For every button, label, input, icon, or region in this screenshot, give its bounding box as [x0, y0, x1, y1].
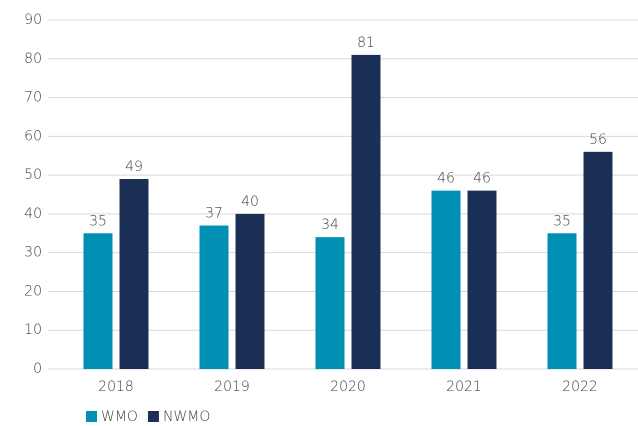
data-label: 34: [321, 217, 339, 233]
y-tick-label: 70: [24, 90, 42, 106]
data-label: 37: [205, 206, 223, 222]
y-tick-label: 20: [24, 283, 42, 299]
y-tick-label: 80: [24, 51, 42, 67]
bar: [199, 225, 229, 369]
data-label: 46: [473, 171, 491, 187]
y-tick-label: 0: [33, 361, 42, 377]
legend-label: WMO: [101, 409, 138, 425]
legend-swatch: [147, 411, 159, 422]
y-tick-label: 10: [24, 322, 42, 338]
x-tick-label: 2020: [330, 379, 366, 395]
bar: [431, 190, 461, 369]
x-tick-label: 2019: [214, 379, 250, 395]
legend-swatch: [86, 411, 97, 422]
y-tick-label: 60: [24, 128, 42, 144]
x-tick-label: 2021: [446, 379, 482, 395]
data-label: 49: [125, 159, 143, 175]
bar: [351, 54, 381, 370]
data-label: 46: [437, 171, 455, 187]
data-label: 35: [553, 213, 571, 229]
bar: [235, 213, 265, 369]
data-label: 35: [89, 213, 107, 229]
legend-label: NWMO: [163, 409, 210, 425]
bar: [547, 233, 577, 369]
bar: [83, 233, 113, 369]
data-label: 56: [589, 132, 607, 148]
bar: [583, 151, 613, 369]
bar: [315, 237, 345, 369]
y-tick-label: 50: [24, 167, 42, 183]
x-tick-label: 2018: [98, 379, 134, 395]
x-tick-label: 2022: [562, 379, 598, 395]
y-tick-label: 40: [24, 206, 42, 222]
bar: [467, 190, 497, 369]
data-label: 81: [357, 35, 375, 51]
y-tick-label: 90: [24, 12, 42, 28]
bar: [119, 178, 149, 369]
data-label: 40: [241, 194, 259, 210]
y-tick-label: 30: [24, 245, 42, 261]
